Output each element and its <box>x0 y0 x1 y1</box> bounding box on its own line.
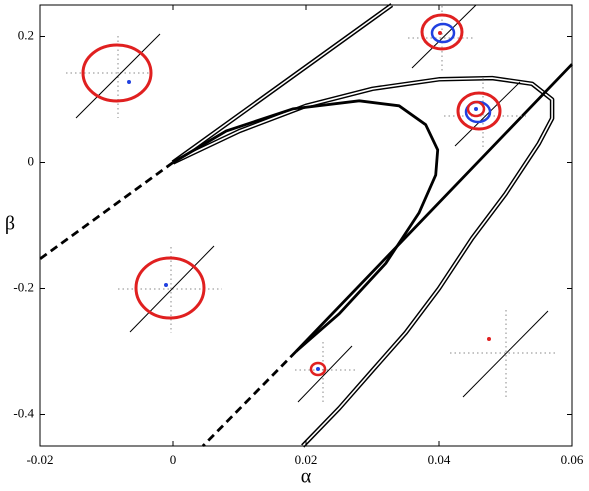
x-tick-label: 0.02 <box>295 452 318 467</box>
y-tick-label: -0.4 <box>13 405 34 420</box>
axes-frame <box>39 4 573 447</box>
plot-area <box>39 3 574 448</box>
curve <box>201 350 297 447</box>
insets <box>66 4 556 404</box>
inset <box>66 33 161 119</box>
inset <box>450 310 556 398</box>
x-tick-label: 0.06 <box>561 452 584 467</box>
x-tick-label: 0.04 <box>428 452 451 467</box>
y-tick-label: -0.2 <box>13 279 34 294</box>
curve <box>294 63 574 353</box>
y-tick-label: 0.2 <box>18 27 34 42</box>
curve-inner <box>172 77 553 447</box>
inset <box>408 4 477 72</box>
curve <box>39 161 174 261</box>
y-axis-label: β <box>5 213 15 235</box>
inset <box>118 245 222 333</box>
curve <box>172 99 440 353</box>
inset <box>295 342 357 404</box>
inset <box>444 78 526 150</box>
x-tick-label: 0 <box>170 452 177 467</box>
x-axis-label: α <box>301 466 312 488</box>
curve-inner <box>172 4 393 164</box>
curve <box>172 75 555 448</box>
x-tick-label: -0.02 <box>26 452 53 467</box>
y-tick-label: 0 <box>28 153 35 168</box>
